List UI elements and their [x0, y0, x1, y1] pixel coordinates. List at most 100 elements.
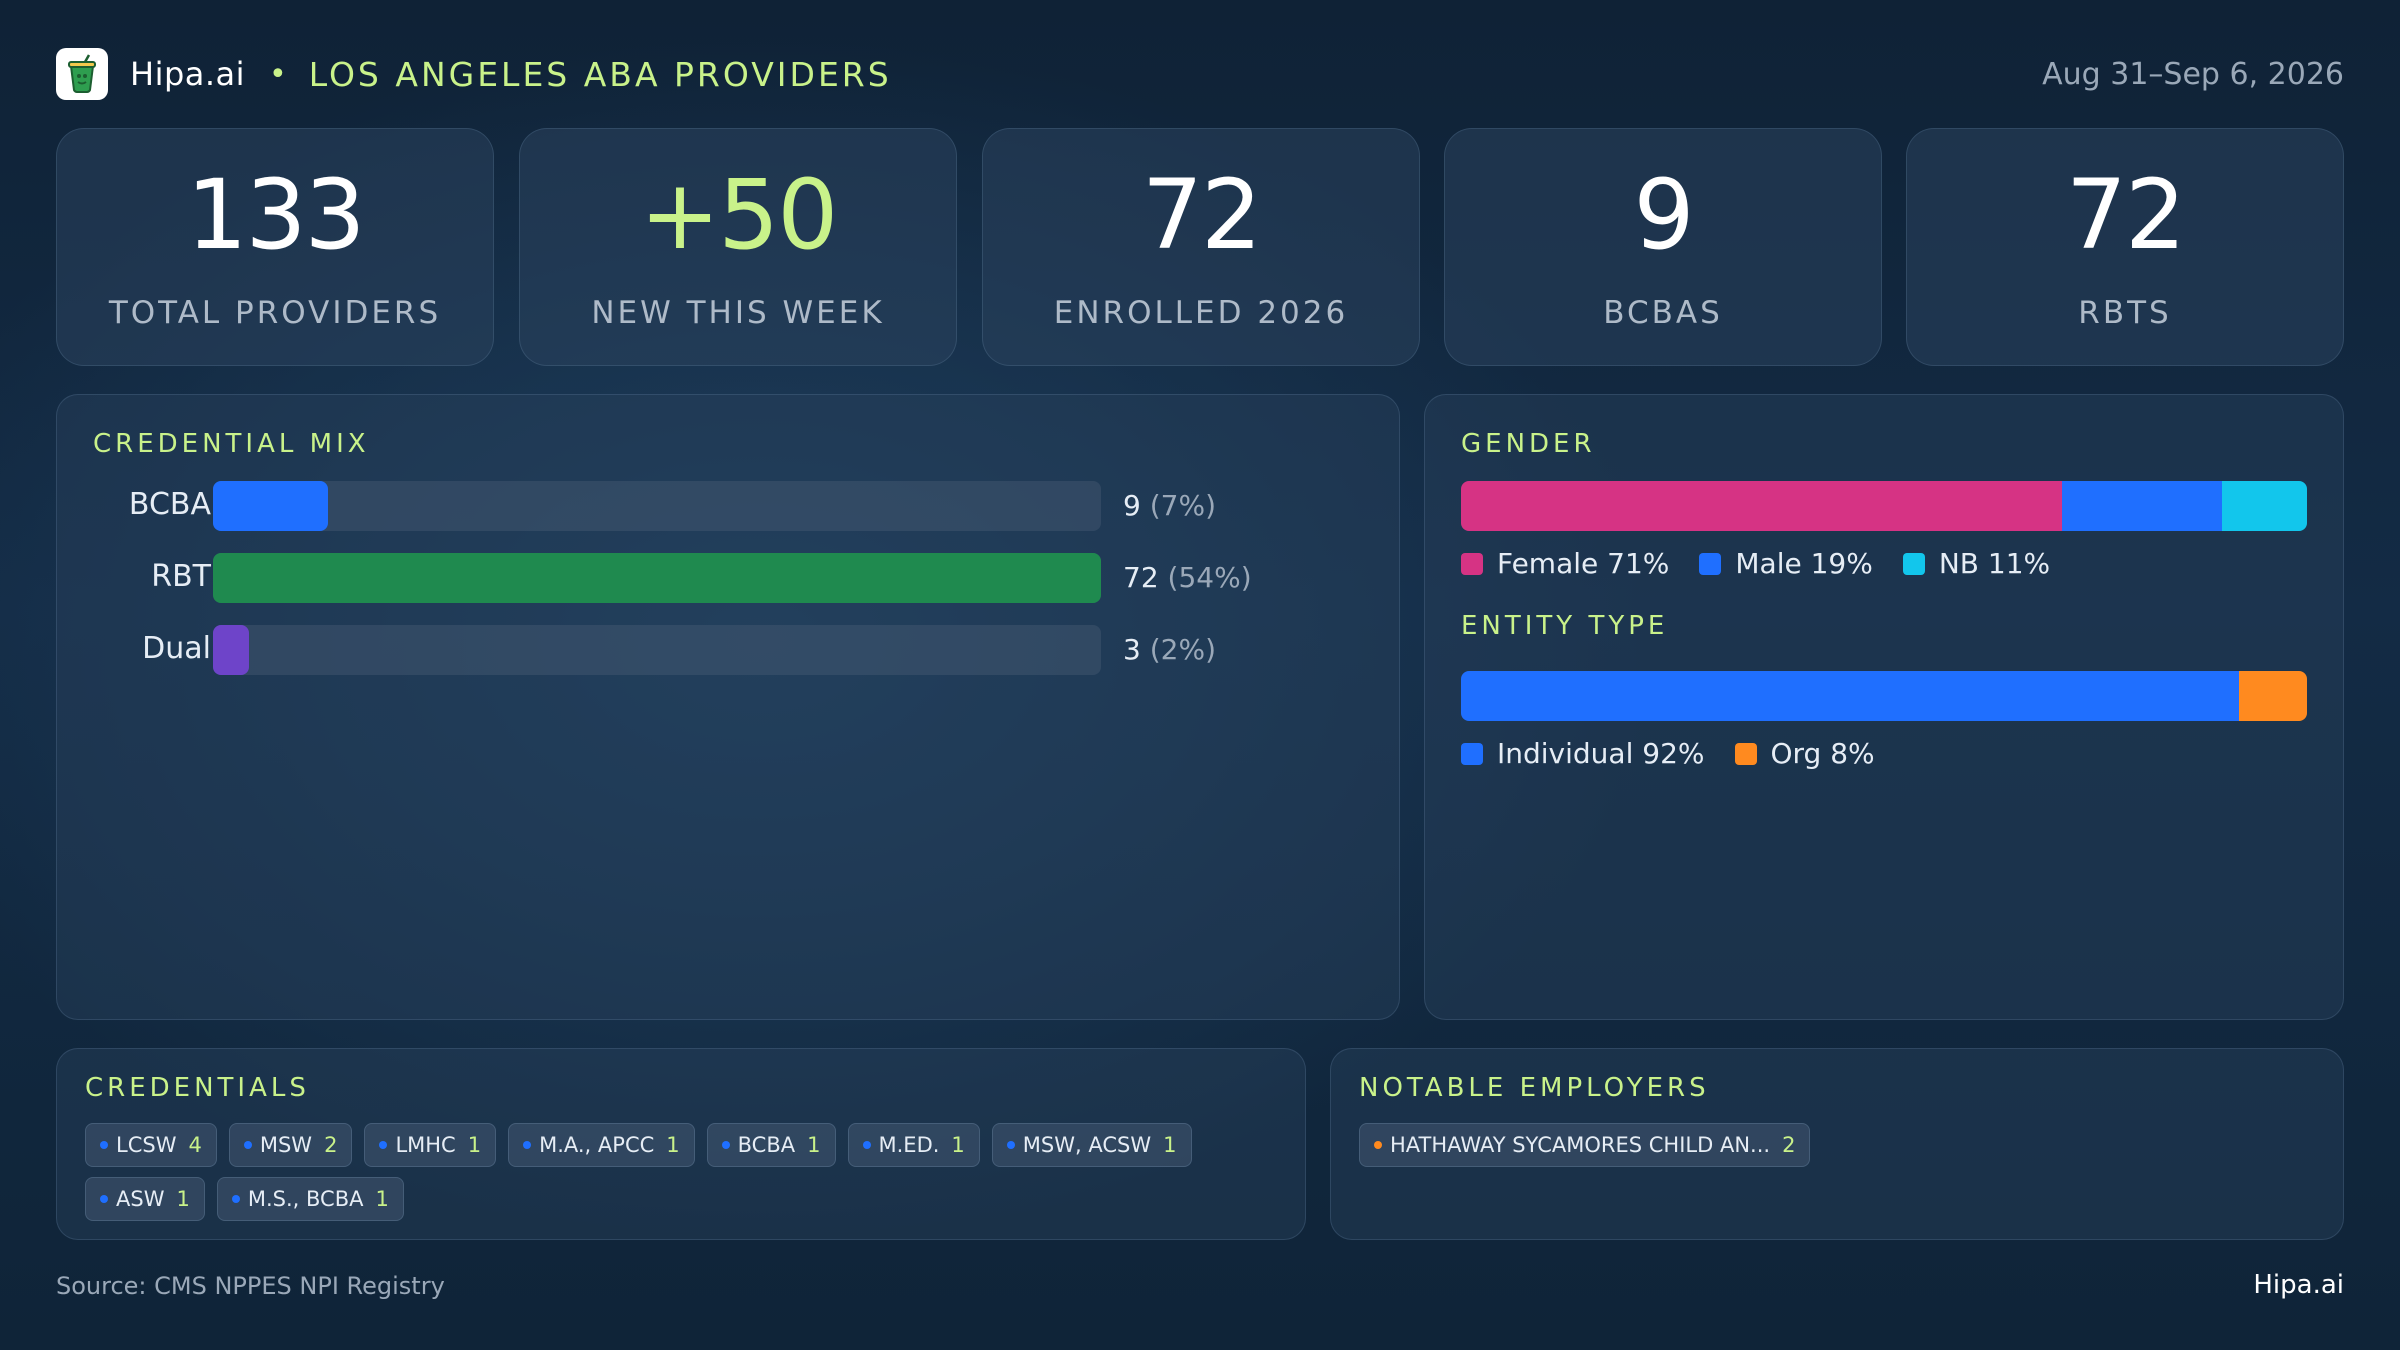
chip-name: MSW, ACSW [1022, 1133, 1152, 1157]
chip-count: 1 [176, 1187, 190, 1211]
chip: M.ED. 1 [847, 1123, 980, 1167]
chip-name: MSW [259, 1133, 313, 1157]
chip-dot-icon [243, 1141, 252, 1149]
kpi-value: 133 [186, 159, 365, 271]
kpi-total-providers: 133 TOTAL PROVIDERS [56, 128, 494, 366]
chip-count: 1 [1163, 1133, 1177, 1157]
bar-track [213, 553, 1101, 603]
chip-dot-icon [523, 1141, 532, 1149]
chip-count: 2 [324, 1133, 338, 1157]
chip-name: M.S., BCBA [247, 1187, 364, 1211]
bar-label: RBT [151, 559, 211, 594]
credentials-panel: CREDENTIALS LCSW 4 MSW 2 LMHC 1 M.A., APCC 1 BCB… [56, 1048, 1306, 1240]
chip-dot-icon [1374, 1141, 1382, 1149]
chip-name: BCBA [737, 1133, 796, 1157]
kpi-rbts: 72 RBTS [1906, 128, 2344, 366]
chip-dot-icon [1006, 1141, 1015, 1149]
chip: HATHAWAY SYCAMORES CHILD AN... 2 [1359, 1123, 1811, 1167]
chip: MSW, ACSW 1 [991, 1123, 1192, 1167]
chip-name: M.ED. [878, 1133, 940, 1157]
bar-count: 3 [1123, 633, 1141, 666]
cup-icon [56, 48, 108, 100]
legend-swatch [1699, 552, 1722, 575]
chip-dot-icon [379, 1141, 388, 1149]
bar-track [213, 625, 1101, 675]
kpi-value: +50 [639, 159, 839, 271]
legend-label: Male 19% [1735, 547, 1873, 580]
bar-value: 9 (7%) [1123, 489, 1216, 522]
legend-label: Individual 92% [1497, 737, 1705, 770]
gender-segment-female [1461, 481, 2062, 531]
bar-percent: (54%) [1167, 561, 1252, 594]
legend-swatch [1461, 742, 1483, 765]
employers-panel: NOTABLE EMPLOYERS HATHAWAY SYCAMORES CHI… [1330, 1048, 2344, 1240]
chip: M.A., APCC 1 [508, 1123, 695, 1167]
bar-percent: (2%) [1149, 633, 1217, 666]
kpi-label: ENROLLED 2026 [1053, 295, 1349, 331]
bar-label: BCBA [128, 487, 211, 522]
chip-count: 1 [375, 1187, 389, 1211]
credential-chip-list: LCSW 4 MSW 2 LMHC 1 M.A., APCC 1 BCBA 1 M.ED. 1 MSW,… [85, 1123, 1275, 1221]
kpi-value: 72 [2065, 159, 2186, 271]
footer-brand: Hipa.ai [2253, 1270, 2344, 1300]
date-range: Aug 31–Sep 6, 2026 [2042, 56, 2344, 92]
section-title: CREDENTIAL MIX [93, 429, 370, 459]
chip: BCBA 1 [706, 1123, 836, 1167]
kpi-label: BCBAS [1603, 295, 1723, 331]
bar-fill [213, 625, 249, 675]
employer-chip-list: HATHAWAY SYCAMORES CHILD AN... 2 [1359, 1123, 2319, 1167]
gender-legend: Female 71% Male 19% NB 11% [1461, 547, 2080, 580]
source-note: Source: CMS NPPES NPI Registry [56, 1272, 445, 1300]
kpi-label: NEW THIS WEEK [591, 295, 885, 331]
chip-count: 1 [807, 1133, 821, 1157]
entity-segment-org [2239, 671, 2307, 721]
legend-swatch [1902, 552, 1925, 575]
legend-item-male: Male 19% [1699, 547, 1873, 580]
chip-count: 1 [467, 1133, 482, 1157]
bar-row-dual: Dual 3 (2%) [57, 625, 1357, 675]
gender-segment-male [2061, 481, 2223, 531]
bar-count: 72 [1123, 561, 1159, 594]
chip-dot-icon [721, 1141, 730, 1149]
chip-count: 1 [666, 1133, 680, 1157]
chip: LMHC 1 [364, 1123, 497, 1167]
demographics-panel: GENDER Female 71% Male 19% NB 11% ENTITY… [1424, 394, 2344, 1020]
bar-value: 72 (54%) [1123, 561, 1252, 594]
chip-name: M.A., APCC [539, 1133, 655, 1157]
chip-dot-icon [100, 1195, 108, 1203]
bar-row-rbt: RBT 72 (54%) [57, 553, 1357, 603]
legend-item-individual: Individual 92% [1461, 737, 1705, 770]
gender-segment-nb [2222, 481, 2307, 531]
chip-count: 1 [951, 1133, 965, 1157]
chip-dot-icon [100, 1141, 108, 1149]
chip-dot-icon [231, 1195, 240, 1203]
legend-label: NB 11% [1938, 547, 2051, 580]
chip: ASW 1 [85, 1177, 205, 1221]
legend-label: Female 71% [1497, 547, 1670, 580]
kpi-bcbas: 9 BCBAS [1444, 128, 1882, 366]
bar-value: 3 (2%) [1123, 633, 1216, 666]
chip-name: LCSW [116, 1133, 177, 1157]
section-title: ENTITY TYPE [1461, 611, 1669, 641]
chip-count: 4 [188, 1133, 202, 1157]
entity-segment-individual [1461, 671, 2240, 721]
legend-swatch [1461, 552, 1483, 575]
credential-mix-panel: CREDENTIAL MIX BCBA 9 (7%) RBT 72 (54%) … [56, 394, 1400, 1020]
chip-name: HATHAWAY SYCAMORES CHILD AN... [1390, 1133, 1771, 1157]
page-title: LOS ANGELES ABA PROVIDERS [308, 54, 892, 94]
kpi-enrolled: 72 ENROLLED 2026 [982, 128, 1420, 366]
bar-track [213, 481, 1101, 531]
legend-item-female: Female 71% [1461, 547, 1669, 580]
chip-name: ASW [116, 1187, 165, 1211]
entity-legend: Individual 92% Org 8% [1461, 737, 1905, 770]
bar-percent: (7%) [1149, 489, 1217, 522]
legend-swatch [1734, 742, 1757, 765]
header: Hipa.ai • LOS ANGELES ABA PROVIDERS Aug … [56, 46, 2344, 102]
section-title: NOTABLE EMPLOYERS [1359, 1073, 1710, 1103]
title-separator: • [269, 56, 287, 92]
entity-stacked-bar [1461, 671, 2307, 721]
section-title: GENDER [1461, 429, 1596, 459]
bar-label: Dual [142, 631, 211, 666]
chip: LCSW 4 [85, 1123, 217, 1167]
bar-count: 9 [1123, 489, 1141, 522]
